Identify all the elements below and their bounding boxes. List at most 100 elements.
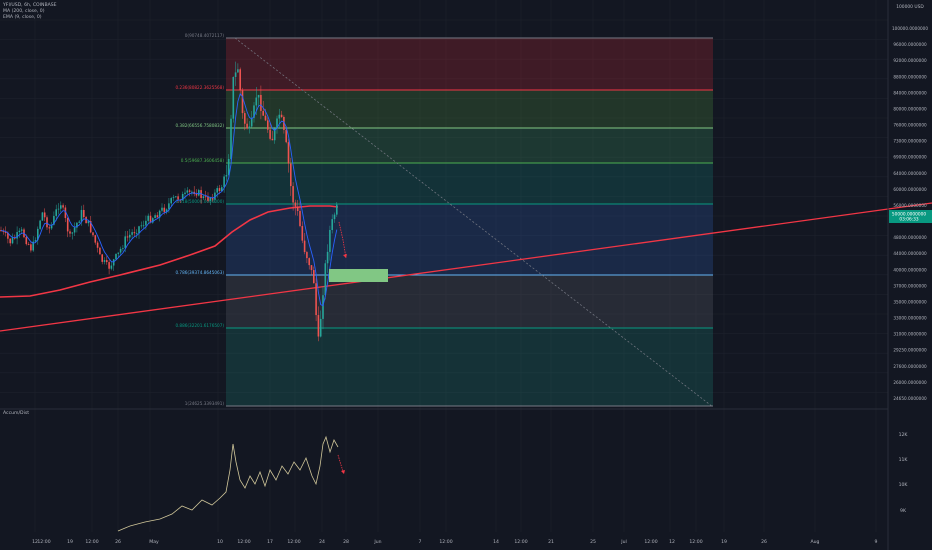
time-tick-label: 12:00 — [37, 539, 50, 545]
candle — [260, 94, 262, 111]
candle — [269, 129, 271, 139]
price-tick-label: 64000.0000000 — [893, 171, 927, 176]
candle — [301, 226, 304, 241]
candle — [53, 215, 55, 225]
candle — [161, 207, 163, 211]
candle — [7, 232, 9, 239]
fib-level-label: 1(24625.3393491) — [185, 401, 225, 406]
candle — [257, 94, 260, 98]
ema-9-line — [0, 92, 338, 307]
candle — [271, 138, 274, 141]
candle — [283, 116, 285, 130]
time-tick-label: 28 — [343, 539, 349, 545]
candle — [41, 212, 44, 221]
candle — [285, 129, 287, 143]
time-tick-label: 10 — [217, 539, 223, 545]
current-price-tag: 50000.0000000 03:06:33 — [889, 210, 932, 223]
candle — [64, 207, 67, 218]
candle — [181, 193, 184, 201]
candle — [30, 244, 32, 251]
candle — [264, 115, 267, 121]
candle — [140, 225, 143, 227]
candle — [57, 208, 60, 210]
candle — [4, 231, 7, 233]
candle — [336, 204, 338, 215]
indicator-title[interactable]: Accum/Dist — [3, 411, 30, 416]
symbol-legend[interactable]: YFI/USD, 6h, COINBASE — [3, 3, 57, 8]
candle — [133, 232, 136, 234]
candle — [315, 283, 317, 316]
candle — [204, 196, 207, 198]
candle — [122, 248, 124, 249]
candle — [25, 237, 28, 245]
time-tick-label: Aug — [811, 539, 820, 545]
price-tick-label: 24650.0000000 — [893, 396, 927, 401]
price-tick-label: 60000.0000000 — [893, 187, 927, 192]
candle — [18, 230, 21, 233]
indicator-legend[interactable]: Accum/Dist — [3, 411, 29, 417]
candle — [99, 247, 101, 255]
price-axis[interactable]: 100000 USD 100000.0000000 96000.0000000 920… — [892, 4, 928, 401]
price-tick-label: 69000.0000000 — [893, 155, 927, 160]
time-tick-label: 26 — [761, 539, 767, 545]
candle — [96, 242, 99, 248]
time-axis[interactable]: 12 12:00 19 12:00 26 May 10 12:00 17 12:00 24 28 Jun… — [32, 539, 877, 545]
fib-zone — [226, 163, 713, 204]
projection-arrow-icon — [338, 221, 347, 259]
price-tick-label: 35000.0000000 — [893, 299, 927, 304]
candle — [253, 105, 255, 118]
candle — [292, 186, 294, 203]
candle — [110, 265, 113, 269]
candle — [287, 142, 290, 164]
candle — [16, 232, 18, 239]
candle — [129, 234, 131, 238]
red-trendline[interactable] — [0, 202, 932, 332]
price-tick-label: 31000.0000000 — [893, 332, 927, 337]
candle — [237, 69, 239, 73]
candle — [80, 209, 83, 222]
current-price-label: 50000.0000000 — [892, 212, 926, 218]
candle — [94, 235, 97, 243]
candle — [124, 236, 126, 249]
candle — [106, 260, 108, 263]
candle — [66, 217, 69, 232]
fib-zone — [226, 204, 713, 275]
ema-legend[interactable]: EMA (9, close, 0) — [3, 15, 42, 20]
candle — [218, 188, 221, 192]
chart-legend[interactable]: YFI/USD, 6h, COINBASE MA (200, close, 0)… — [3, 3, 57, 21]
accum-dist-line — [117, 435, 339, 532]
ma-legend[interactable]: MA (200, close, 0) — [3, 9, 45, 14]
candle — [62, 205, 64, 208]
candle — [198, 190, 200, 196]
indicator-tick-label: 11K — [899, 457, 909, 463]
candle — [276, 118, 278, 129]
candle — [186, 190, 189, 193]
candle — [225, 175, 228, 177]
candlestick-series — [0, 61, 338, 342]
candle — [202, 196, 205, 199]
diagonal-trendline[interactable] — [234, 37, 714, 408]
candle — [149, 215, 152, 223]
candle — [2, 231, 5, 232]
time-tick-label: 12:00 — [85, 539, 98, 545]
fibonacci-retracement[interactable]: 0(90748.4072117) 0.236(80822.3625568) 0.38… — [175, 33, 713, 407]
price-tick-label: 40000.0000000 — [893, 267, 927, 272]
candle — [168, 203, 170, 210]
target-zone-box[interactable] — [329, 269, 388, 282]
candle — [9, 238, 11, 244]
fib-level-label: 0.886(32201.6176507) — [175, 323, 224, 328]
candle — [234, 72, 237, 77]
candle — [299, 210, 301, 227]
candle — [55, 209, 57, 216]
candle — [191, 191, 193, 193]
indicator-axis: 12K 11K 10K 9K — [899, 432, 909, 514]
fib-level-label: 0.382(66556.7580832) — [175, 123, 224, 128]
ma-200-line — [0, 205, 339, 298]
time-tick-label: 14 — [493, 539, 499, 545]
candle — [32, 241, 34, 251]
candle — [0, 230, 2, 232]
candle — [244, 113, 246, 124]
candle — [322, 295, 324, 319]
